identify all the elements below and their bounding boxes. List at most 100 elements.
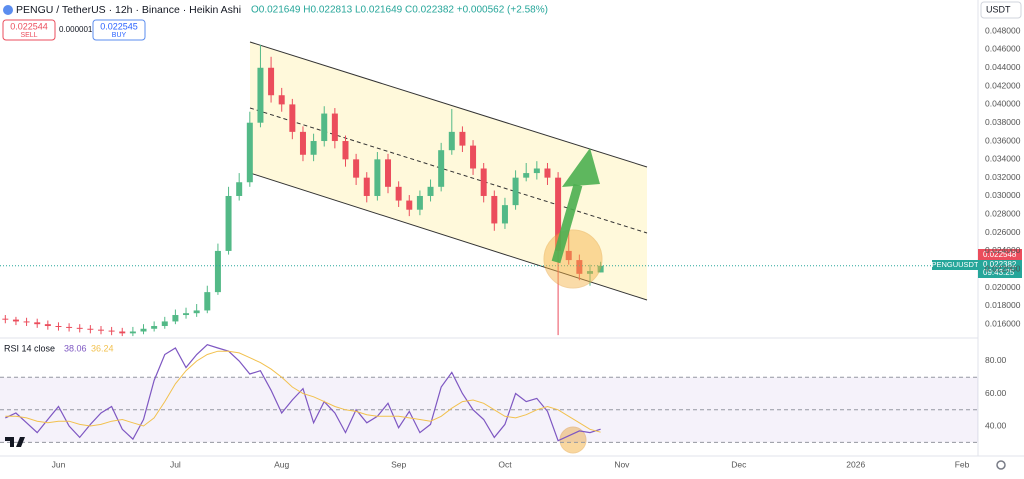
y-tick-label: 80.00: [985, 355, 1007, 365]
candle-body: [23, 321, 30, 323]
ask: 0.022548: [983, 250, 1017, 259]
currency: USDT: [986, 4, 1011, 14]
candle-body: [480, 168, 487, 196]
candle-body: [533, 168, 540, 174]
candle-body: [363, 177, 370, 196]
candle-body: [236, 182, 243, 196]
y-tick-label: 40.00: [985, 420, 1007, 430]
candle-body: [310, 141, 317, 155]
currency-select[interactable]: [980, 1, 1022, 19]
candle-body: [448, 131, 455, 151]
symbol-icon: [3, 5, 13, 15]
candle-body: [278, 95, 285, 105]
candle-body: [44, 324, 51, 327]
y-tick-label: 0.040000: [985, 99, 1021, 109]
buy-button[interactable]: [92, 19, 146, 41]
y-tick-label: 0.022000: [985, 263, 1021, 273]
candle-body: [406, 200, 413, 210]
candle-body: [183, 313, 190, 316]
tv-logo: [5, 437, 25, 447]
price-axis: [978, 0, 1024, 474]
y-tick-label: 0.036000: [985, 135, 1021, 145]
x-tick-label: Nov: [614, 459, 630, 469]
buy-price: 0.022545: [100, 21, 138, 31]
candle-body: [299, 131, 306, 155]
candle-body: [204, 292, 211, 311]
candle-body: [161, 321, 168, 327]
candle-body: [97, 329, 104, 331]
candle-body: [321, 113, 328, 142]
y-tick-label: 0.028000: [985, 209, 1021, 219]
candle-body: [12, 319, 19, 322]
y-tick-label: 0.032000: [985, 172, 1021, 182]
channel-mid: [249, 107, 648, 234]
candle-body: [119, 331, 126, 334]
rsi-line: [5, 344, 601, 442]
candle-body: [268, 67, 275, 96]
candle-body: [470, 145, 477, 169]
symbol-tag-text: PENGUUSDT: [931, 260, 979, 269]
x-tick-label: Oct: [498, 459, 512, 469]
candle-body: [395, 186, 402, 201]
candle-body: [459, 131, 466, 146]
sell-button[interactable]: [2, 19, 56, 41]
candle-body: [108, 330, 115, 332]
arrow-shaft: [551, 183, 583, 264]
x-tick-label: Aug: [274, 459, 289, 469]
candle-body: [193, 310, 200, 314]
candle-body: [66, 326, 73, 328]
y-tick-label: 60.00: [985, 388, 1007, 398]
candle-body: [257, 67, 264, 123]
y-tick-label: 0.046000: [985, 44, 1021, 54]
candle-body: [2, 318, 9, 320]
last: 0.022382: [983, 260, 1017, 269]
sell-label: SELL: [20, 32, 37, 39]
candle-body: [289, 104, 296, 132]
candle-body: [151, 326, 158, 329]
rsi-line: [5, 350, 601, 433]
x-tick-label: Jun: [52, 459, 66, 469]
candle-body: [246, 122, 253, 183]
legend-value: 36.24: [91, 343, 114, 353]
channel-upper: [249, 41, 648, 168]
candle-body: [374, 159, 381, 196]
candle-body: [55, 326, 62, 328]
candle-body: [225, 195, 232, 251]
settings[interactable]: [996, 460, 1006, 470]
x-tick-label: Feb: [955, 459, 970, 469]
sell-price: 0.022544: [10, 21, 48, 31]
candle-body: [416, 195, 423, 210]
y-tick-label: 0.020000: [985, 282, 1021, 292]
legend-value: 38.06: [64, 343, 87, 353]
y-tick-label: 0.044000: [985, 62, 1021, 72]
candle-body: [438, 150, 445, 187]
y-tick-label: 0.038000: [985, 117, 1021, 127]
annotations: [543, 148, 603, 454]
y-tick-label: 0.024000: [985, 245, 1021, 255]
ask-tag: [978, 249, 1022, 260]
countdown: 09:43:25: [983, 268, 1015, 277]
ohlc: O0.021649 H0.022813 L0.021649 C0.022382 …: [251, 5, 548, 16]
candle-body: [87, 328, 94, 330]
candle-body: [501, 205, 508, 224]
candle-body: [565, 250, 572, 261]
y-tick-label: 0.042000: [985, 80, 1021, 90]
y-tick-label: 0.016000: [985, 318, 1021, 328]
candle-body: [491, 195, 498, 224]
y-tick-label: 0.030000: [985, 190, 1021, 200]
y-tick-label: 0.034000: [985, 154, 1021, 164]
candle-body: [129, 331, 136, 334]
channel-lower: [249, 172, 648, 301]
candle-body: [172, 315, 179, 322]
spread: 0.000001: [59, 25, 93, 34]
candle-body: [555, 177, 562, 251]
x-tick-label: Sep: [391, 459, 406, 469]
candle-body: [353, 159, 360, 178]
candle-body: [427, 186, 434, 196]
candle-body: [331, 113, 338, 142]
candle-body: [385, 159, 392, 187]
pane-title: RSI 14 close: [4, 343, 55, 353]
buy-label: BUY: [112, 32, 127, 39]
x-tick-label: Jul: [170, 459, 181, 469]
